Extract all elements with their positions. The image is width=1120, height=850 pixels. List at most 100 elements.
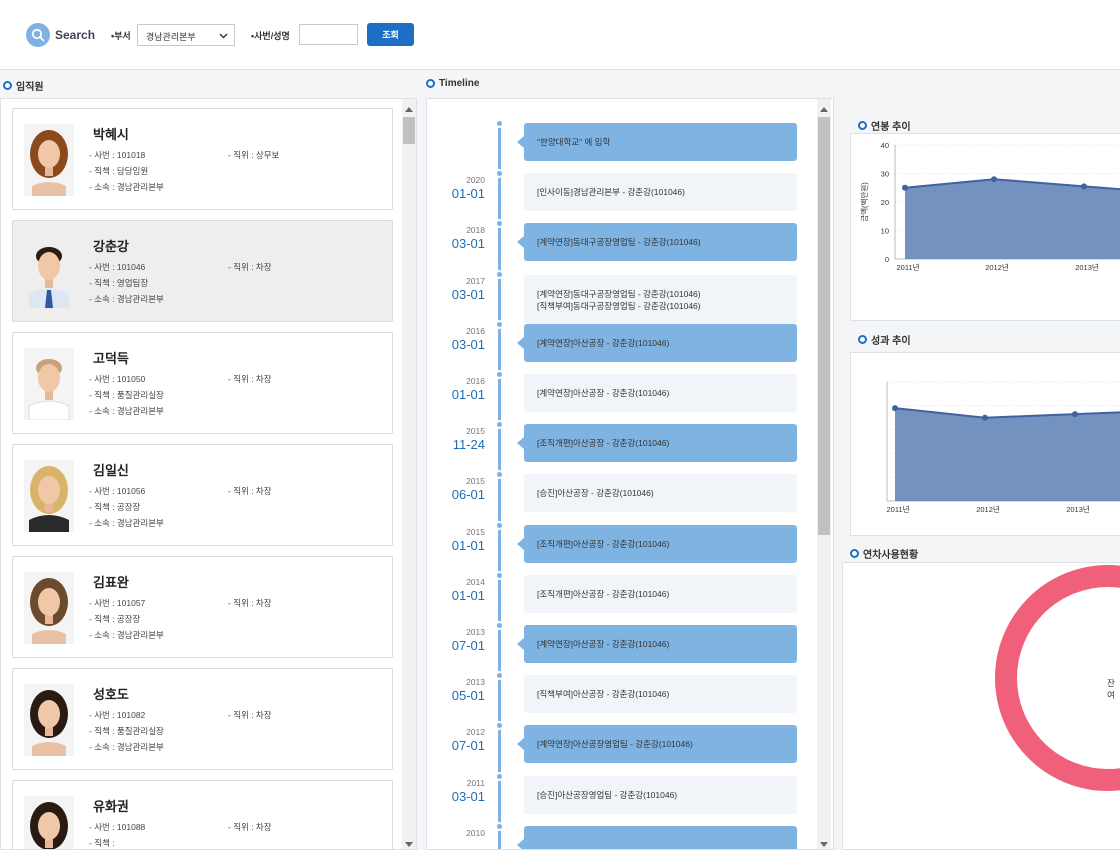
y-tick-label: 0 [885,255,889,264]
employee-role: - 직책 : 공장장 [89,614,141,624]
avatar [24,124,74,196]
timeline-event[interactable]: [계약연장]아산공장 - 강춘강(101046) [517,323,797,362]
timeline-dot [495,671,504,681]
employees-section-title: 임직원 [16,82,44,93]
timeline-dot [495,219,504,229]
bullet-icon [858,121,867,130]
timeline-event[interactable]: "한양대학교" 에 입학 [517,123,797,161]
timeline-event[interactable] [517,825,797,849]
employee-card[interactable]: 박혜시 - 사번 : 101018 - 직위 : 상무보 - 직책 : 담당임원… [12,108,393,210]
employee-name: 고덕득 [93,351,129,366]
employee-position: - 직위 : 차장 [228,598,272,608]
timeline-event[interactable]: [조직개편]아산공장 - 강춘강(101046) [524,574,797,613]
salary-chart: 0 10 20 30 40 금액(백만원) 2011년 2012년 2013년 [859,141,1120,272]
employee-name: 박혜시 [93,127,129,142]
avatar [24,348,74,420]
bullet-icon [850,549,859,558]
series-area [895,408,1120,501]
timeline-event[interactable]: [계약연장]아산공장영업팀 - 강춘강(101046) [517,725,797,764]
y-tick-label: 20 [881,198,889,207]
timeline-line [498,121,501,849]
scroll-up-icon[interactable] [405,107,413,112]
search-bar: Search •부서 경남관리본부 •사번/성명 조회 [0,0,1120,70]
scroll-up-icon[interactable] [820,107,828,112]
performance-chart-panel: 2011년 2012년 2013년 [850,352,1120,536]
timeline-dot [495,370,504,379]
timeline-year: 2017 [466,275,485,286]
avatar [24,796,74,849]
series-area [905,179,1120,259]
employee-scrollbar[interactable] [402,99,416,849]
timeline-event[interactable]: [승진]아산공장영업팀 - 강춘강(101046) [524,775,797,814]
timeline-dot [495,169,504,179]
employee-card[interactable]: 김표완 - 사번 : 101057 - 직위 : 차장 - 직책 : 공장장 -… [12,556,393,658]
dept-select[interactable]: 경남관리본부 [137,24,235,46]
performance-chart: 2011년 2012년 2013년 [886,381,1120,514]
timeline-event-text: [계약연장]아산공장 - 강춘강(101046) [537,388,670,398]
timeline-date: 06-01 [451,487,485,503]
scroll-down-icon[interactable] [405,842,413,847]
employee-name: 김표완 [93,575,129,590]
timeline-date: 01-01 [451,387,485,402]
avatar [24,684,74,756]
employee-role: - 직책 : 영업팀장 [89,278,149,288]
timeline-date: 07-01 [451,738,485,754]
timeline-event[interactable]: [계약연장]아산공장 - 강춘강(101046) [517,625,797,663]
timeline-event-text: [직책부여]아산공장 - 강춘강(101046) [537,689,670,700]
id-name-input[interactable] [299,24,358,45]
employee-role: - 직책 : 품질관리실장 [89,390,164,400]
timeline-year: 2016 [466,325,485,336]
timeline-event[interactable]: [계약연장]동대구공장영업팀 - 강춘강(101046) [517,223,797,262]
timeline-date: 03-01 [451,336,485,352]
timeline-event[interactable]: [인사이동]경남관리본부 - 강춘강(101046) [524,173,797,212]
search-button[interactable]: 조회 [367,23,414,46]
data-point [991,176,997,183]
timeline-panel: "한양대학교" 에 입학 2020 01-01 [인사이동]경남관리본부 - 강춘강(… [426,98,834,850]
y-axis-label: 금액(백만원) [859,182,869,222]
timeline-event[interactable]: [조직개편]아산공장 - 강춘강(101046) [517,424,797,463]
employee-position: - 직위 : 차장 [228,486,272,496]
employee-id: - 사번 : 101057 [89,598,146,608]
timeline-year: 2018 [466,225,485,236]
data-point [892,405,898,412]
x-tick-label: 2012년 [985,262,1009,272]
timeline-event[interactable]: [계약연장]동대구공장영업팀 - 강춘강(101046) [직책부여]동대구공장영… [524,274,797,325]
employee-card[interactable]: 유화권 - 사번 : 101088 - 직위 : 차장 - 직책 : [12,780,393,849]
timeline-dot [495,269,504,279]
timeline-event[interactable]: [조직개편]아산공장 - 강춘강(101046) [517,524,797,563]
x-tick-label: 2013년 [1075,262,1099,272]
employee-name: 유화권 [93,799,129,814]
timeline-year: 2012 [466,727,485,738]
salary-section-header: 연봉 추이 [858,118,911,133]
timeline-scroll-thumb[interactable] [818,117,830,535]
search-title: Search [55,28,96,42]
employee-role: - 직책 : 담당임원 [89,166,149,176]
timeline-dot [495,470,504,480]
employee-scroll-thumb[interactable] [403,117,415,144]
employee-card[interactable]: 고덕득 - 사번 : 101050 - 직위 : 차장 - 직책 : 품질관리실… [12,332,393,434]
timeline-year: 2014 [466,576,485,587]
employee-card[interactable]: 김일신 - 사번 : 101056 - 직위 : 차장 - 직책 : 공장장 -… [12,444,393,546]
performance-section-title: 성과 추이 [871,336,911,347]
leave-section-header: 연차사용현황 [850,546,918,561]
timeline-event-text: [계약연장]아산공장 - 강춘강(101046) [537,639,670,649]
timeline-year: 2013 [466,627,485,637]
employee-dept: - 소속 : 경남관리본부 [89,294,164,304]
bullet-icon [426,79,435,88]
employee-card[interactable]: 강춘강 - 사번 : 101046 - 직위 : 차장 - 직책 : 영업팀장 … [12,220,393,322]
scroll-down-icon[interactable] [820,842,828,847]
timeline-event-text: [승진]아산공장영업팀 - 강춘강(101046) [537,789,678,800]
timeline-event[interactable]: [직책부여]아산공장 - 강춘강(101046) [524,675,797,714]
timeline-year: 2010 [466,827,485,838]
id-name-label: •사번/성명 [251,31,290,41]
bullet-icon [3,81,12,90]
performance-section-header: 성과 추이 [858,332,911,347]
employee-card[interactable]: 성호도 - 사번 : 101082 - 직위 : 차장 - 직책 : 품질관리실… [12,668,393,770]
employee-name: 강춘강 [93,239,129,254]
timeline-event[interactable]: [승진]아산공장 - 강춘강(101046) [524,474,797,513]
employee-role: - 직책 : 품질관리실장 [89,726,164,736]
timeline-scrollbar[interactable] [817,99,831,849]
timeline-event[interactable]: [계약연장]아산공장 - 강춘강(101046) [524,374,797,412]
timeline-event-text: "한양대학교" 에 입학 [537,137,611,147]
timeline-section-title: Timeline [439,78,480,89]
